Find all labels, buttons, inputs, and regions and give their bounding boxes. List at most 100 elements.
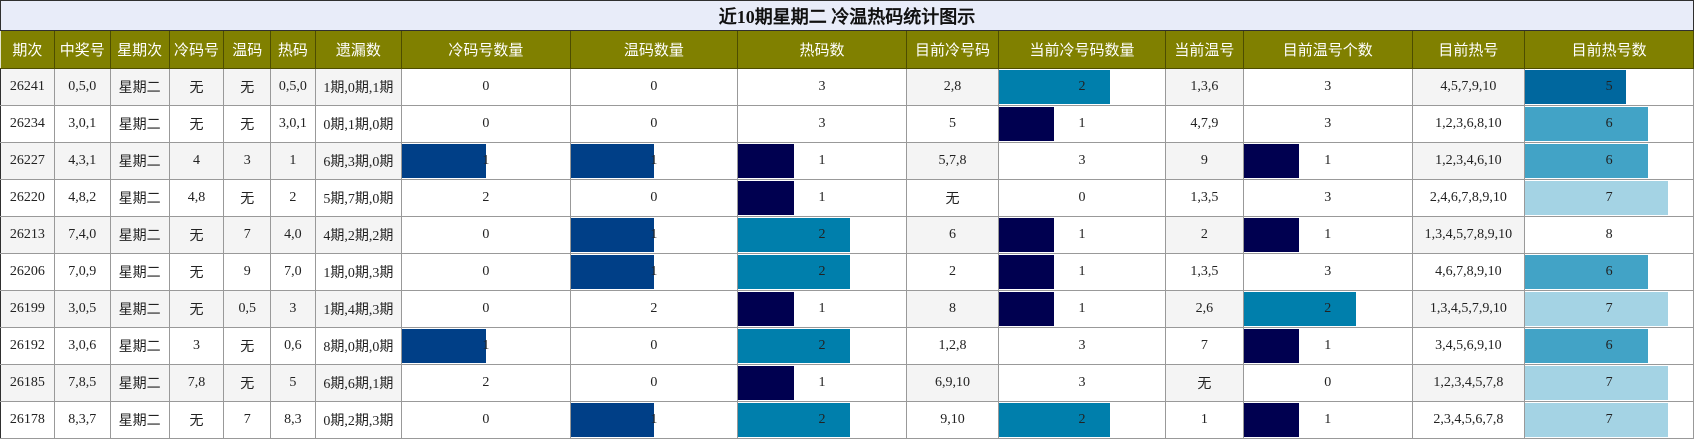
column-header: 目前热号数 [1524, 30, 1694, 69]
missing-count-cell: 1期,0期,1期 [314, 68, 403, 106]
count-bar [999, 70, 1111, 104]
count-value: 6 [1605, 264, 1613, 279]
column-header: 温码 [223, 30, 272, 69]
hot-count-cell: 2 [737, 253, 907, 291]
count-value: 2 [650, 301, 658, 316]
count-bar [738, 403, 851, 437]
warm-code-cell: 9 [223, 253, 272, 291]
current-hot-count-cell: 7 [1524, 364, 1694, 402]
hot-count-cell: 1 [737, 364, 907, 402]
warm-count-cell: 0 [569, 68, 739, 106]
count-bar [402, 329, 486, 363]
count-value: 3 [818, 79, 826, 94]
warm-code-cell: 无 [223, 179, 272, 217]
issue-cell: 26220 [0, 179, 55, 217]
count-value: 6 [1605, 116, 1613, 131]
current-cold-cell: 5,7,8 [905, 142, 1000, 180]
count-bar [738, 181, 794, 215]
count-value: 1 [818, 153, 826, 168]
current-cold-cell: 9,10 [905, 401, 1000, 439]
winning-number-cell: 0,5,0 [53, 68, 111, 106]
current-warm-count-cell: 2 [1242, 290, 1413, 328]
winning-number-cell: 8,3,7 [53, 401, 111, 439]
current-warm-count-cell: 1 [1242, 327, 1413, 365]
count-bar [1244, 218, 1300, 252]
current-hot-cell: 1,2,3,4,6,10 [1411, 142, 1526, 180]
count-value: 1 [650, 153, 658, 168]
count-value: 7 [1605, 412, 1613, 427]
issue-cell: 26213 [0, 216, 55, 254]
missing-count-cell: 1期,4期,3期 [314, 290, 403, 328]
hot-count-cell: 1 [737, 290, 907, 328]
issue-cell: 26234 [0, 105, 55, 143]
count-bar [571, 255, 654, 289]
count-bar [999, 107, 1054, 141]
cold-count-cell: 0 [401, 216, 571, 254]
winning-number-cell: 4,3,1 [53, 142, 111, 180]
current-cold-count-cell: 1 [998, 253, 1166, 291]
current-warm-cell: 1,3,5 [1164, 253, 1244, 291]
cold-code-cell: 无 [168, 401, 225, 439]
weekday-cell: 星期二 [109, 68, 170, 106]
table-row: 26220 4,8,2 星期二 4,8 无 2 5期,7期,0期 2 0 1 无 0 1,3,5 3 2,4… [0, 179, 1694, 217]
issue-cell: 26206 [0, 253, 55, 291]
hot-code-cell: 3 [270, 290, 316, 328]
cold-count-cell: 2 [401, 179, 571, 217]
cold-code-cell: 无 [168, 253, 225, 291]
count-value: 0 [482, 301, 490, 316]
issue-cell: 26178 [0, 401, 55, 439]
weekday-cell: 星期二 [109, 179, 170, 217]
hot-count-cell: 3 [737, 68, 907, 106]
count-value: 1 [818, 301, 826, 316]
current-warm-cell: 2 [1164, 216, 1244, 254]
count-value: 1 [650, 412, 658, 427]
current-cold-cell: 1,2,8 [905, 327, 1000, 365]
current-cold-count-cell: 3 [998, 142, 1166, 180]
warm-code-cell: 无 [223, 364, 272, 402]
current-hot-cell: 1,3,4,5,7,8,9,10 [1411, 216, 1526, 254]
hot-count-cell: 1 [737, 142, 907, 180]
count-value: 3 [1078, 375, 1086, 390]
count-value: 1 [1324, 153, 1332, 168]
current-hot-count-cell: 6 [1524, 105, 1694, 143]
cold-code-cell: 无 [168, 290, 225, 328]
table-row: 26227 4,3,1 星期二 4 3 1 6期,3期,0期 1 1 1 5,7,8 3 9 1 1,2,3… [0, 142, 1694, 180]
count-value: 3 [1078, 153, 1086, 168]
current-hot-cell: 2,4,6,7,8,9,10 [1411, 179, 1526, 217]
warm-code-cell: 7 [223, 401, 272, 439]
current-hot-count-cell: 7 [1524, 401, 1694, 439]
current-hot-cell: 4,6,7,8,9,10 [1411, 253, 1526, 291]
hot-code-cell: 3,0,1 [270, 105, 316, 143]
current-hot-cell: 2,3,4,5,6,7,8 [1411, 401, 1526, 439]
current-hot-cell: 1,2,3,4,5,7,8 [1411, 364, 1526, 402]
column-header: 目前冷号码 [905, 30, 1000, 69]
count-value: 7 [1605, 301, 1613, 316]
hot-count-cell: 3 [737, 105, 907, 143]
current-warm-cell: 4,7,9 [1164, 105, 1244, 143]
issue-cell: 26199 [0, 290, 55, 328]
cold-count-cell: 0 [401, 401, 571, 439]
current-warm-cell: 1,3,6 [1164, 68, 1244, 106]
table-row: 26199 3,0,5 星期二无 0,5 3 1期,4期,3期 0 2 1 8 1 2,6 2 1,3,4… [0, 290, 1694, 328]
count-bar [738, 329, 851, 363]
cold-count-cell: 0 [401, 68, 571, 106]
count-bar [1525, 107, 1648, 141]
count-value: 0 [1078, 190, 1086, 205]
count-bar [1525, 181, 1668, 215]
warm-count-cell: 1 [569, 253, 739, 291]
hot-code-cell: 8,3 [270, 401, 316, 439]
table-row: 26178 8,3,7 星期二无 7 8,3 0期,2期,3期 0 1 2 9,10 2 1 1 2,3,… [0, 401, 1694, 439]
count-bar [1525, 403, 1668, 437]
issue-cell: 26227 [0, 142, 55, 180]
current-hot-count-cell: 7 [1524, 179, 1694, 217]
count-value: 0 [1324, 375, 1332, 390]
current-warm-count-cell: 3 [1242, 253, 1413, 291]
count-value: 2 [1324, 301, 1332, 316]
current-warm-count-cell: 3 [1242, 179, 1413, 217]
warm-code-cell: 0,5 [223, 290, 272, 328]
column-header: 遗漏数 [314, 30, 403, 69]
current-hot-count-cell: 6 [1524, 142, 1694, 180]
count-bar [738, 255, 851, 289]
current-cold-count-cell: 1 [998, 216, 1166, 254]
count-value: 7 [1605, 190, 1613, 205]
